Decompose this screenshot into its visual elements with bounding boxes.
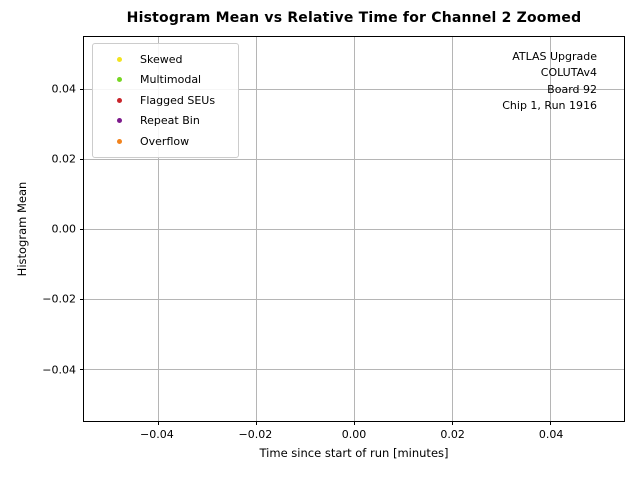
gridline-horizontal	[84, 368, 624, 370]
x-tick-label: 0.02	[440, 428, 465, 441]
chart-title: Histogram Mean vs Relative Time for Chan…	[126, 10, 582, 26]
legend-item-flagged-seus: Flagged SEUs	[93, 90, 238, 111]
gridline-horizontal	[84, 229, 624, 230]
scatter-marker-icon	[117, 138, 122, 144]
x-tick-mark	[255, 421, 257, 425]
annotation-line: ATLAS Upgrade	[512, 50, 597, 63]
x-tick-mark	[157, 421, 159, 425]
gridline-horizontal	[84, 159, 624, 161]
y-tick-mark	[80, 89, 84, 91]
y-tick-mark	[80, 368, 84, 370]
legend: Skewed Multimodal Flagged SEUs Repeat Bi…	[92, 43, 239, 158]
gridline-horizontal	[84, 298, 624, 300]
y-tick-label: 0.02	[51, 152, 77, 166]
x-axis-label: Time since start of run [minutes]	[259, 446, 449, 460]
x-tick-label: 0.04	[538, 428, 564, 441]
scatter-marker-icon	[117, 77, 122, 83]
legend-label: Flagged SEUs	[140, 93, 216, 107]
y-tick-label: −0.04	[42, 363, 76, 377]
y-tick-mark	[80, 229, 84, 230]
plot-area: Skewed Multimodal Flagged SEUs Repeat Bi…	[80, 36, 625, 425]
legend-item-repeat-bin: Repeat Bin	[93, 111, 238, 132]
scatter-marker-icon	[117, 97, 122, 103]
legend-item-multimodal: Multimodal	[93, 70, 238, 91]
y-tick-label: 0.04	[51, 82, 77, 96]
x-tick-label: 0.00	[341, 428, 367, 441]
annotation-block: ATLAS Upgrade COLUTAv4 Board 92 Chip 1, …	[502, 49, 597, 115]
x-tick-label: −0.04	[140, 428, 174, 441]
gridline-horizontal	[84, 89, 624, 91]
legend-label: Repeat Bin	[140, 114, 200, 128]
annotation-line: Board 92	[547, 82, 597, 96]
x-tick-mark	[550, 421, 552, 425]
y-tick-label: −0.02	[42, 292, 76, 306]
annotation-line: Chip 1, Run 1916	[502, 99, 597, 113]
y-tick-mark	[80, 159, 84, 161]
legend-label: Overflow	[140, 134, 190, 148]
annotation-line: COLUTAv4	[540, 66, 597, 80]
x-tick-mark	[354, 421, 355, 425]
x-tick-label: −0.02	[238, 428, 273, 441]
y-tick-mark	[80, 298, 84, 300]
x-tick-mark	[452, 421, 454, 425]
legend-label: Skewed	[140, 52, 183, 66]
y-tick-label: 0.00	[51, 222, 77, 236]
scatter-marker-icon	[117, 118, 122, 124]
legend-label: Multimodal	[140, 73, 202, 87]
legend-item-overflow: Overflow	[93, 131, 238, 152]
scatter-marker-icon	[117, 56, 122, 62]
y-axis-label: Histogram Mean	[15, 181, 29, 277]
legend-item-skewed: Skewed	[93, 49, 238, 70]
